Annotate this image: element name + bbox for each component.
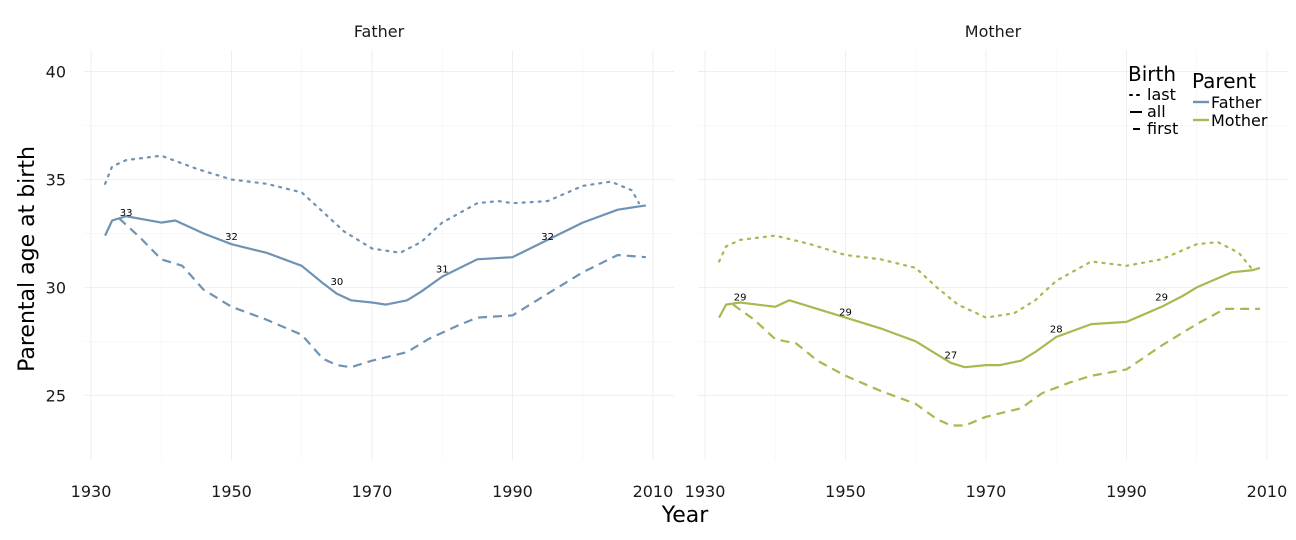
- legend-title-parent: Parent: [1192, 69, 1256, 93]
- series-line-father-first: [118, 217, 646, 369]
- legend-label-father: Father: [1211, 93, 1262, 112]
- x-tick-label: 1950: [211, 482, 252, 501]
- x-tick-label: 1970: [352, 482, 393, 501]
- panel-mother: Mother 1930 1950 1970 1990 2010 29 29 27 28 29: [685, 22, 1288, 501]
- x-axis-title: Year: [661, 503, 710, 528]
- data-label: 32: [541, 232, 554, 243]
- series-line-father-all: [104, 204, 647, 306]
- data-label: 29: [1155, 292, 1168, 303]
- x-tick-label: 1990: [1106, 482, 1147, 501]
- y-tick-label: 40: [46, 63, 66, 82]
- y-tick-label: 25: [46, 386, 66, 405]
- legend-title-birth: Birth: [1128, 62, 1176, 86]
- data-label: 27: [944, 351, 957, 362]
- panel-title-father: Father: [354, 22, 405, 41]
- y-tick-label: 35: [46, 170, 66, 189]
- y-axis-title: Parental age at birth: [15, 146, 40, 372]
- legend-label-first: first: [1147, 119, 1178, 138]
- series-line-mother-last: [718, 234, 1254, 319]
- legend-label-mother: Mother: [1211, 111, 1268, 130]
- legend-label-all: all: [1147, 102, 1166, 121]
- legend-label-last: last: [1147, 85, 1176, 104]
- panel-title-mother: Mother: [965, 22, 1022, 41]
- panels-group: Father 1930 1950 1970 1990 2010 25 30 35 40 33 32 30…: [46, 22, 1288, 501]
- series-line-mother-all: [718, 266, 1261, 369]
- x-tick-label: 1990: [492, 482, 533, 501]
- x-tick-label: 2010: [1247, 482, 1288, 501]
- x-tick-label: 1930: [71, 482, 112, 501]
- series-line-mother-first: [732, 303, 1260, 427]
- data-label: 29: [734, 292, 747, 303]
- data-label: 33: [120, 208, 133, 219]
- series-line-father-last: [104, 154, 640, 254]
- x-tick-label: 2010: [633, 482, 674, 501]
- data-label: 30: [330, 277, 343, 288]
- data-label: 28: [1050, 325, 1063, 336]
- x-tick-label: 1930: [685, 482, 726, 501]
- data-label: 32: [225, 232, 238, 243]
- y-tick-label: 30: [46, 278, 66, 297]
- panel-father: Father 1930 1950 1970 1990 2010 25 30 35 40 33 32 30…: [46, 22, 674, 501]
- x-tick-label: 1970: [966, 482, 1007, 501]
- x-tick-label: 1950: [825, 482, 866, 501]
- data-label: 31: [436, 264, 449, 275]
- data-label: 29: [839, 307, 852, 318]
